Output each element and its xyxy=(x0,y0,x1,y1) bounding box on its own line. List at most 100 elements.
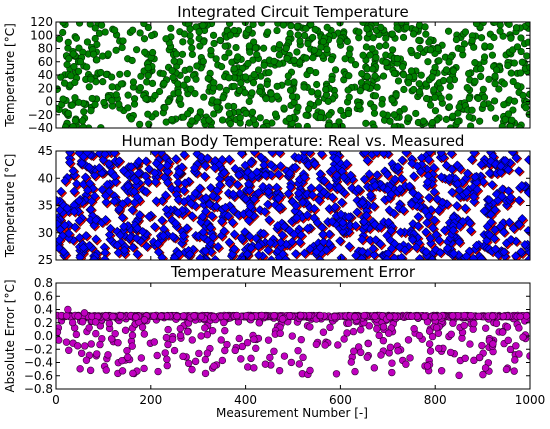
data-point xyxy=(88,94,96,103)
data-point xyxy=(452,179,463,189)
data-point xyxy=(319,328,328,336)
data-point xyxy=(460,311,469,320)
data-point xyxy=(210,110,218,118)
data-point xyxy=(220,202,230,213)
data-point xyxy=(344,241,354,251)
data-point xyxy=(168,335,177,344)
data-point xyxy=(211,201,221,211)
data-point xyxy=(65,346,73,354)
data-point xyxy=(349,327,358,336)
data-point xyxy=(111,329,119,338)
data-point xyxy=(366,51,374,59)
data-point xyxy=(68,318,77,327)
data-point xyxy=(216,83,224,91)
data-point xyxy=(260,44,268,52)
data-point xyxy=(504,110,513,118)
data-point xyxy=(225,22,234,27)
data-point xyxy=(174,89,182,97)
data-point xyxy=(253,188,264,198)
data-point xyxy=(449,319,457,327)
data-point xyxy=(513,43,522,51)
data-point xyxy=(514,166,524,176)
data-point xyxy=(179,38,187,46)
data-point xyxy=(190,188,200,198)
data-point xyxy=(385,329,393,337)
data-point xyxy=(56,186,66,197)
data-point xyxy=(62,338,71,346)
data-point xyxy=(359,51,367,59)
data-point xyxy=(299,151,309,156)
data-point xyxy=(150,312,158,320)
data-point xyxy=(469,192,479,202)
data-point xyxy=(511,251,521,260)
data-point xyxy=(191,357,200,366)
data-point xyxy=(496,27,504,35)
data-point xyxy=(327,216,337,227)
data-point xyxy=(408,219,418,229)
data-point xyxy=(74,232,85,243)
data-point xyxy=(287,22,295,30)
data-point xyxy=(188,50,196,59)
data-point xyxy=(101,28,109,36)
data-point xyxy=(286,86,295,94)
data-point xyxy=(140,35,149,43)
data-point xyxy=(141,186,151,197)
data-point xyxy=(246,243,256,253)
data-point xyxy=(225,49,233,57)
data-point xyxy=(183,75,191,83)
data-point xyxy=(503,323,512,331)
data-point xyxy=(129,26,137,34)
data-point xyxy=(421,23,429,31)
data-point xyxy=(129,186,139,197)
data-point xyxy=(90,170,100,180)
y-tick-label: 0.2 xyxy=(34,316,53,330)
data-point xyxy=(321,245,332,255)
data-point xyxy=(177,100,185,109)
data-point xyxy=(84,162,94,172)
data-point xyxy=(362,83,371,91)
data-point xyxy=(170,346,179,355)
data-point xyxy=(294,31,302,39)
data-point xyxy=(463,84,471,92)
data-point xyxy=(345,319,353,328)
data-point xyxy=(231,346,239,355)
data-point xyxy=(465,113,473,121)
data-point xyxy=(390,123,398,128)
data-point xyxy=(517,180,527,191)
data-point xyxy=(490,225,500,235)
data-point xyxy=(307,190,318,200)
data-point xyxy=(278,315,287,323)
data-point xyxy=(119,221,129,232)
data-point xyxy=(433,205,444,216)
data-point xyxy=(468,253,479,260)
data-point xyxy=(316,151,327,159)
data-point xyxy=(221,42,229,50)
data-point xyxy=(368,45,376,53)
data-point xyxy=(92,329,100,338)
data-point xyxy=(370,364,379,372)
data-point xyxy=(265,68,273,77)
data-point xyxy=(297,311,305,320)
data-point xyxy=(337,197,347,208)
data-point xyxy=(107,335,116,343)
data-points xyxy=(56,305,530,380)
data-point xyxy=(112,91,120,99)
data-point xyxy=(291,249,301,259)
data-point xyxy=(73,342,82,350)
data-point xyxy=(83,185,93,195)
data-point xyxy=(168,115,176,124)
data-point xyxy=(332,370,341,378)
data-point xyxy=(449,67,457,75)
data-point xyxy=(425,151,435,157)
data-point xyxy=(82,151,92,157)
data-point xyxy=(108,73,116,81)
data-point xyxy=(161,104,169,112)
chart-title: Integrated Circuit Temperature xyxy=(177,3,408,21)
data-point xyxy=(173,195,183,205)
data-point xyxy=(404,336,413,344)
data-point xyxy=(305,244,315,254)
data-point xyxy=(137,354,146,362)
data-point xyxy=(196,42,204,50)
data-point xyxy=(357,348,365,357)
data-point xyxy=(511,153,521,163)
